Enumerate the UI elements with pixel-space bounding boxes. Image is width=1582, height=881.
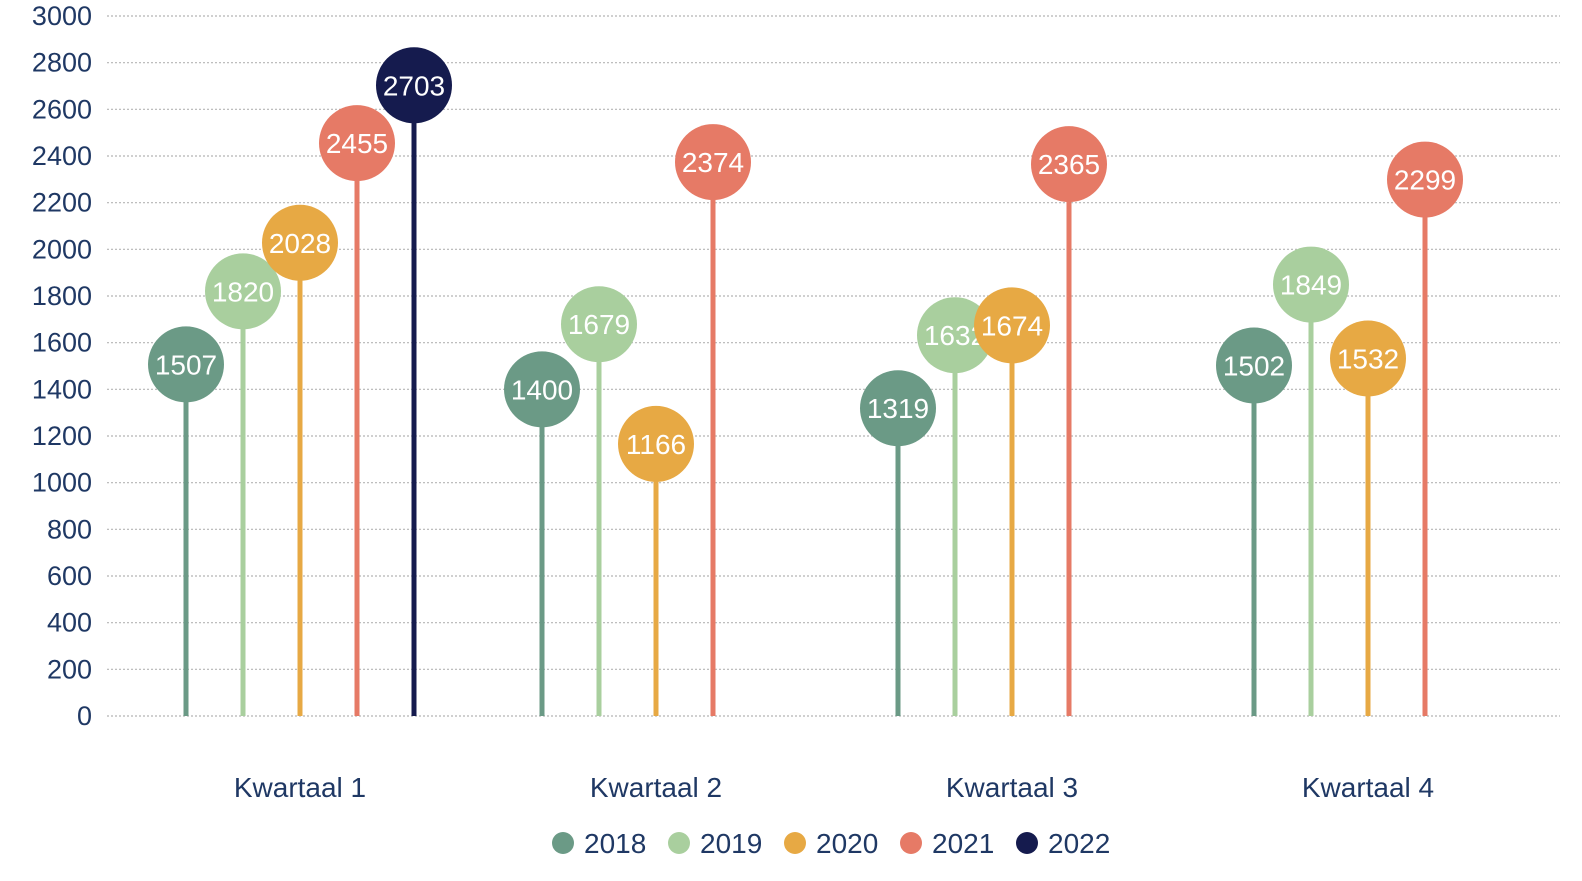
lollipop-head-2021 xyxy=(675,124,751,201)
y-tick-label: 600 xyxy=(47,561,92,591)
legend-marker-2022 xyxy=(1016,832,1038,854)
x-tick-label: Kwartaal 1 xyxy=(234,772,366,803)
data-label: 1319 xyxy=(867,393,929,424)
lollipop-head-2019 xyxy=(1273,246,1349,323)
y-tick-label: 400 xyxy=(47,608,92,638)
lollipop-head-2018 xyxy=(148,326,224,403)
lollipop-head-2018 xyxy=(1216,327,1292,404)
legend-label: 2021 xyxy=(932,828,994,859)
legend-marker-2020 xyxy=(784,832,806,854)
y-tick-label: 2200 xyxy=(32,188,92,218)
data-label: 1674 xyxy=(981,310,1043,341)
x-tick-label: Kwartaal 4 xyxy=(1302,772,1434,803)
legend-marker-2021 xyxy=(900,832,922,854)
y-tick-label: 0 xyxy=(77,701,92,731)
data-label: 1400 xyxy=(511,374,573,405)
data-label: 2703 xyxy=(383,70,445,101)
lollipop-head-2018 xyxy=(860,370,936,447)
y-tick-label: 2400 xyxy=(32,141,92,171)
lollipop-head-2020 xyxy=(974,287,1050,364)
lollipop-head-2018 xyxy=(504,351,580,428)
legend-label: 2018 xyxy=(584,828,646,859)
data-label: 2455 xyxy=(326,128,388,159)
lollipop-head-2020 xyxy=(1330,320,1406,397)
y-tick-label: 3000 xyxy=(32,1,92,31)
y-tick-label: 1000 xyxy=(32,468,92,498)
y-axis-ticks: 0 200 400 600 800 1000 1200 1400 1600 1800 2000 220… xyxy=(32,1,92,731)
lollipop-head-2022 xyxy=(376,47,452,124)
data-label: 1166 xyxy=(626,429,686,460)
data-label: 1507 xyxy=(155,349,217,380)
x-axis-ticks: Kwartaal 1 Kwartaal 2 Kwartaal 3 Kwartaal 4 xyxy=(234,772,1434,803)
y-tick-label: 2600 xyxy=(32,94,92,124)
lollipop-head-2019 xyxy=(917,297,993,374)
legend-marker-2018 xyxy=(552,832,574,854)
data-label: 1849 xyxy=(1280,270,1342,301)
data-label: 1820 xyxy=(212,276,274,307)
legend: 2018 2019 2020 2021 2022 xyxy=(552,828,1110,859)
lollipop-head-2021 xyxy=(1387,141,1463,218)
lollipop-head-2021 xyxy=(1031,126,1107,203)
y-tick-label: 2000 xyxy=(32,234,92,264)
data-label: 1532 xyxy=(1337,344,1399,375)
x-tick-label: Kwartaal 3 xyxy=(946,772,1078,803)
data-label: 1679 xyxy=(568,309,630,340)
lollipop-head-2021 xyxy=(319,105,395,182)
legend-marker-2019 xyxy=(668,832,690,854)
lollipop-head-2020 xyxy=(618,405,694,482)
x-tick-label: Kwartaal 2 xyxy=(590,772,722,803)
y-tick-label: 1200 xyxy=(32,421,92,451)
data-label: 1502 xyxy=(1223,351,1285,382)
y-tick-label: 1600 xyxy=(32,328,92,358)
legend-label: 2019 xyxy=(700,828,762,859)
lollipop-head-2019 xyxy=(205,253,281,330)
y-tick-label: 2800 xyxy=(32,48,92,78)
lollipop-head-2020 xyxy=(262,204,338,281)
stems xyxy=(183,85,1428,716)
y-tick-label: 800 xyxy=(47,514,92,544)
lollipop-head-2019 xyxy=(561,286,637,363)
data-label: 2299 xyxy=(1394,165,1456,196)
data-label: 2365 xyxy=(1038,149,1100,180)
lollipop-heads: 1507 1820 2028 2455 2703 1400 1679 1166 2374 1319… xyxy=(148,47,1463,482)
legend-label: 2020 xyxy=(816,828,878,859)
y-tick-label: 1400 xyxy=(32,374,92,404)
y-tick-label: 1800 xyxy=(32,281,92,311)
data-label: 2028 xyxy=(269,228,331,259)
y-tick-label: 200 xyxy=(47,654,92,684)
data-label: 2374 xyxy=(682,147,744,178)
legend-label: 2022 xyxy=(1048,828,1110,859)
